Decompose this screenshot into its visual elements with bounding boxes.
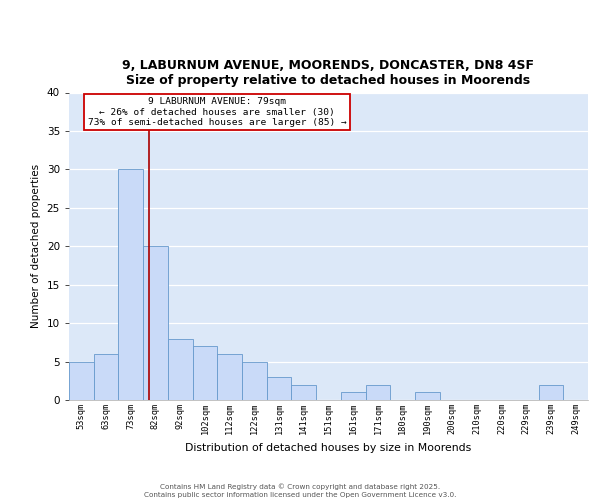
- Bar: [539, 384, 563, 400]
- Bar: [143, 246, 168, 400]
- Bar: [365, 384, 390, 400]
- X-axis label: Distribution of detached houses by size in Moorends: Distribution of detached houses by size …: [185, 442, 472, 452]
- Bar: [242, 362, 267, 400]
- Bar: [69, 362, 94, 400]
- Bar: [94, 354, 118, 400]
- Text: Contains HM Land Registry data © Crown copyright and database right 2025.
Contai: Contains HM Land Registry data © Crown c…: [144, 484, 456, 498]
- Bar: [267, 377, 292, 400]
- Bar: [168, 338, 193, 400]
- Text: 9 LABURNUM AVENUE: 79sqm
← 26% of detached houses are smaller (30)
73% of semi-d: 9 LABURNUM AVENUE: 79sqm ← 26% of detach…: [88, 97, 346, 127]
- Bar: [292, 384, 316, 400]
- Bar: [193, 346, 217, 400]
- Y-axis label: Number of detached properties: Number of detached properties: [31, 164, 41, 328]
- Bar: [118, 170, 143, 400]
- Title: 9, LABURNUM AVENUE, MOORENDS, DONCASTER, DN8 4SF
Size of property relative to de: 9, LABURNUM AVENUE, MOORENDS, DONCASTER,…: [122, 59, 535, 87]
- Bar: [341, 392, 365, 400]
- Bar: [415, 392, 440, 400]
- Bar: [217, 354, 242, 400]
